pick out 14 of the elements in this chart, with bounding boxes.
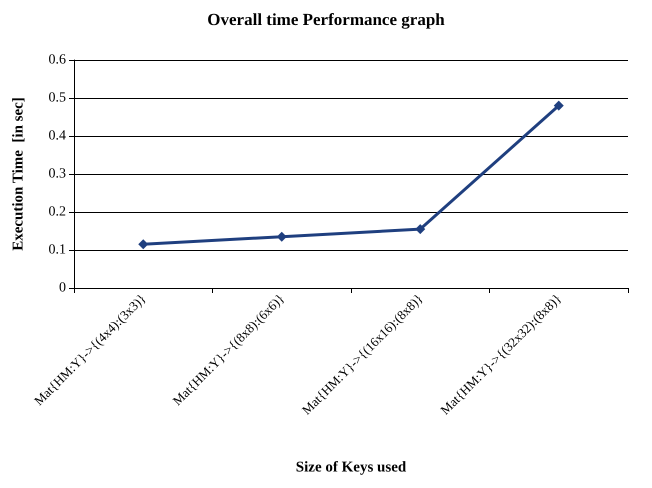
y-tick-label: 0 [59, 280, 66, 296]
y-tick-label: 0.6 [48, 52, 66, 68]
y-tick-label: 0.1 [48, 242, 66, 258]
point [554, 100, 564, 111]
y-tick-label: 0.5 [48, 90, 66, 106]
x-axis-title: Size of Keys used [296, 460, 407, 476]
y-tick-label: 0.4 [48, 128, 66, 144]
point [276, 232, 287, 242]
chart-title: Overall time Performance graph [207, 10, 446, 29]
point [415, 224, 426, 234]
y-axis-title: Execution Time [in sec] [10, 97, 26, 251]
point [138, 239, 148, 250]
y-tick-label: 0.3 [48, 166, 66, 182]
y-tick-label: 0.2 [48, 204, 66, 220]
